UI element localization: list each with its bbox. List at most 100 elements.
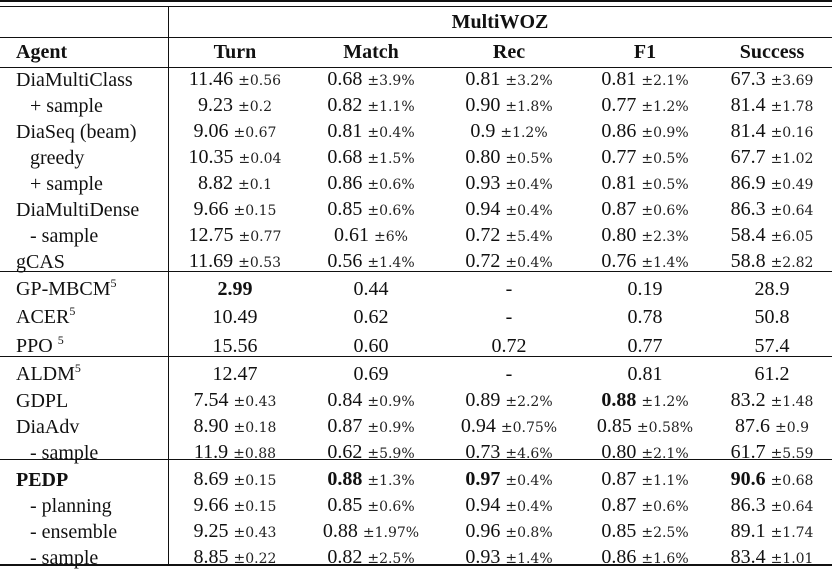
std-dev: ±0.9: [775, 420, 810, 436]
value: 0.87: [601, 198, 637, 220]
f1-cell: 0.77 ±1.2%: [578, 93, 712, 119]
rec-cell: 0.81 ±3.2%: [440, 67, 578, 93]
value: 86.9: [730, 172, 766, 194]
value: 86.3: [730, 494, 766, 516]
table-row: DiaAdv 8.90 ±0.18 0.87 ±0.9% 0.94 ±0.75% 0.8…: [0, 414, 832, 440]
value: 9.66: [193, 198, 229, 220]
match-cell: 0.69: [302, 360, 440, 388]
std-dev: ±0.43: [233, 394, 277, 410]
value: 0.86: [327, 172, 363, 194]
std-dev: ±0.15: [233, 472, 277, 489]
std-dev: ±0.4%: [505, 499, 553, 515]
agent-name-cell: - sample: [0, 223, 168, 249]
value: 0.81: [627, 363, 663, 385]
value: 9.66: [193, 494, 229, 516]
agent-name-cell: GDPL: [0, 388, 168, 414]
top-rule-inner: [0, 6, 832, 7]
std-dev: ±0.04: [238, 151, 282, 167]
std-dev: ±2.3%: [641, 229, 689, 245]
success-cell: 67.3 ±3.69: [712, 67, 832, 93]
match-cell: 0.82 ±2.5%: [302, 545, 440, 571]
std-dev: ±5.9%: [367, 446, 415, 462]
match-cell: 0.68 ±1.5%: [302, 145, 440, 171]
rec-cell: 0.93 ±1.4%: [440, 545, 578, 571]
std-dev: ±2.1%: [641, 446, 689, 462]
std-dev: ±0.16: [770, 125, 814, 141]
match-cell: 0.81 ±0.4%: [302, 119, 440, 145]
value: 57.4: [754, 334, 790, 357]
rec-cell: 0.9 ±1.2%: [440, 119, 578, 145]
success-cell: 89.1 ±1.74: [712, 519, 832, 545]
value: 0.90: [465, 94, 501, 116]
std-dev: ±0.53: [238, 255, 282, 271]
table-row: - ensemble 9.25 ±0.43 0.88 ±1.97% 0.96 ±0.8…: [0, 519, 832, 545]
value: 87.6: [735, 415, 771, 437]
agent-name-cell: greedy: [0, 145, 168, 171]
agent-name: DiaMultiClass: [16, 69, 133, 91]
f1-cell: 0.81: [578, 360, 712, 388]
rec-cell: 0.96 ±0.8%: [440, 519, 578, 545]
value: 11.69: [188, 250, 234, 272]
success-cell: 90.6 ±0.68: [712, 466, 832, 493]
bottom-rule: [0, 564, 832, 566]
match-cell: 0.60: [302, 331, 440, 360]
footnote-marker: 5: [57, 332, 64, 347]
value: 2.99: [217, 278, 253, 300]
std-dev: ±1.1%: [641, 472, 689, 489]
value: 86.3: [730, 198, 766, 220]
agent-name: GDPL: [16, 390, 69, 412]
std-dev: ±0.6%: [367, 177, 415, 193]
std-dev: ±0.8%: [505, 525, 553, 541]
std-dev: ±1.1%: [367, 99, 415, 115]
std-dev: ±1.74: [770, 525, 814, 541]
std-dev: ±0.2: [238, 99, 272, 115]
rec-cell: 0.94 ±0.4%: [440, 493, 578, 519]
value: 81.4: [730, 120, 766, 142]
value: 0.85: [601, 520, 637, 542]
turn-cell: 9.66 ±0.15: [168, 493, 302, 519]
std-dev: ±1.5%: [367, 151, 415, 167]
std-dev: ±1.4%: [505, 551, 553, 567]
value: 0.93: [465, 546, 501, 568]
results-table: MultiWOZ Agent Turn Match Rec F1 Success…: [0, 7, 832, 571]
std-dev: ±0.5%: [641, 151, 689, 167]
table-row: GDPL 7.54 ±0.43 0.84 ±0.9% 0.89 ±2.2% 0.88 ±…: [0, 388, 832, 414]
table-row: gCAS 11.69 ±0.53 0.56 ±1.4% 0.72 ±0.4% 0.76 …: [0, 249, 832, 275]
std-dev: ±5.4%: [505, 229, 553, 245]
std-dev: ±1.2%: [641, 99, 689, 115]
agent-name: ALDM: [16, 363, 75, 385]
value: 15.56: [212, 334, 258, 357]
agent-column-divider: [168, 6, 169, 564]
value: 0.81: [601, 172, 637, 194]
value: 83.4: [730, 546, 766, 568]
match-cell: 0.44: [302, 275, 440, 303]
turn-cell: 7.54 ±0.43: [168, 388, 302, 414]
std-dev: ±0.4%: [505, 177, 553, 193]
rec-cell: 0.73 ±4.6%: [440, 440, 578, 466]
rec-cell: -: [440, 275, 578, 303]
turn-cell: 8.85 ±0.22: [168, 545, 302, 571]
turn-cell: 8.82 ±0.1: [168, 171, 302, 197]
value: 9.25: [193, 520, 229, 542]
value: 0.77: [601, 94, 637, 116]
turn-cell: 8.69 ±0.15: [168, 466, 302, 493]
turn-cell: 11.46 ±0.56: [168, 67, 302, 93]
value: 0.96: [465, 520, 501, 542]
top-rule-outer: [0, 0, 832, 2]
std-dev: ±0.9%: [367, 420, 415, 436]
value: 0.72: [491, 334, 527, 357]
success-cell: 83.2 ±1.48: [712, 388, 832, 414]
std-dev: ±1.2%: [500, 125, 548, 141]
value: 0.69: [353, 363, 389, 385]
agent-name: + sample: [30, 173, 103, 195]
table-row: DiaMultiClass 11.46 ±0.56 0.68 ±3.9% 0.81 ±…: [0, 67, 832, 93]
value: 0.68: [327, 146, 363, 168]
std-dev: ±0.4%: [505, 472, 553, 489]
value: 0.68: [327, 68, 363, 90]
f1-cell: 0.77: [578, 331, 712, 360]
agent-name-cell: - ensemble: [0, 519, 168, 545]
value: 0.81: [601, 68, 637, 90]
std-dev: ±0.64: [770, 499, 814, 515]
std-dev: ±2.5%: [367, 551, 415, 567]
value: 61.7: [730, 441, 766, 463]
